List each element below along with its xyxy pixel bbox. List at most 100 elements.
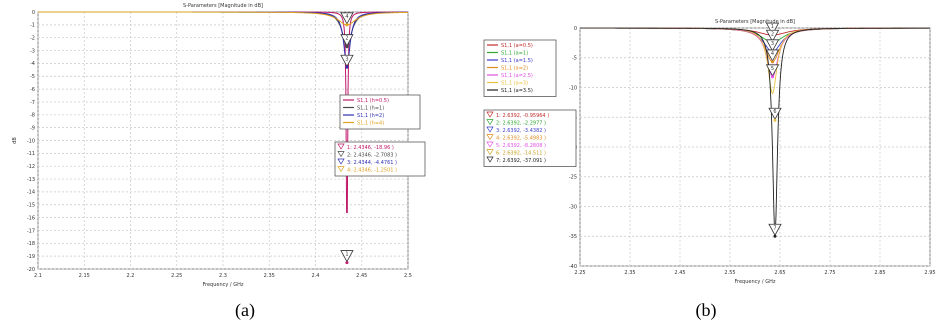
x-tick-label: 2.15 [79, 273, 90, 279]
marker-dot [773, 118, 777, 122]
marker-1: 1 [340, 250, 354, 265]
marker-triangle [340, 250, 354, 263]
marker-dot [345, 23, 349, 27]
plot-area [579, 27, 931, 267]
legend-entry: S1,1 (a=2.5) [501, 73, 533, 79]
marker-2: 2 [340, 34, 354, 49]
y-tick-label: -10 [569, 85, 577, 91]
y-tick-label: -40 [569, 264, 577, 270]
legend-box [339, 94, 421, 130]
legend-entry: S1,1 (h=0.5) [357, 98, 389, 104]
x-tick-label: 2.3 [219, 273, 227, 279]
marker-readout-icon [337, 143, 345, 150]
legend-entry: S1,1 (a=3.5) [501, 88, 533, 94]
y-tick-label: -2 [30, 36, 35, 42]
marker-triangle [340, 54, 354, 68]
legend-box [483, 39, 557, 97]
x-tick-label: 2.5 [404, 273, 412, 279]
marker-3: 3 [340, 54, 354, 69]
legend-entry: S1,1 (a=3) [501, 80, 528, 86]
y-tick-label: -30 [569, 204, 577, 210]
marker-label: 1 [771, 24, 774, 30]
marker-readout-box [334, 141, 426, 177]
marker-dot [345, 261, 349, 265]
y-tick-label: -13 [27, 177, 35, 183]
marker-dot [771, 60, 774, 64]
y-tick-label: -1 [30, 23, 35, 29]
series-line-7 [580, 27, 930, 235]
marker-label: 4 [771, 51, 774, 57]
x-tick-label: 2.25 [171, 273, 182, 279]
marker-readout-icon [486, 134, 494, 141]
y-tick-label: -19 [27, 254, 35, 260]
marker-triangle [765, 39, 780, 52]
marker-readout-entry: 6: 2.6392, -14.511 ) [496, 150, 546, 156]
legend-entry: S1,1 (h=2) [357, 113, 384, 119]
y-tick-label: -16 [27, 215, 35, 221]
marker-readout-entry: 2: 2.6392, -2.2977 ) [496, 120, 546, 126]
y-tick-label: -10 [27, 138, 35, 144]
x-axis-label: Frequency / GHz [203, 282, 244, 288]
marker-readout-icon [486, 156, 494, 163]
marker-5: 5 [765, 64, 780, 79]
y-tick-label: -5 [30, 74, 35, 80]
marker-dot [771, 75, 774, 79]
marker-label: 3 [345, 56, 348, 62]
x-tick-label: 2.4 [312, 273, 320, 279]
x-tick-label: 2.95 [924, 270, 935, 276]
y-tick-label: -7 [30, 100, 35, 106]
marker-readout-box [483, 109, 577, 167]
chart-panel-b: S-Parameters [Magnitude in dB] 2.25 2.35 2.… [470, 0, 940, 329]
marker-label: 1 [345, 252, 348, 258]
marker-triangle [340, 12, 354, 25]
marker-readout-entry: 3: 2.4344, -4.4761 ) [347, 160, 397, 166]
y-axis-label: dB [12, 137, 18, 144]
marker-readout-entry: 2: 2.4346, -2.7083 ) [347, 152, 397, 158]
marker-readout-entry: 1: 2.6392, -0.95964 ) [496, 113, 549, 119]
x-tick-label: 2.85 [874, 270, 885, 276]
y-tick-label: -5 [572, 56, 577, 62]
marker-triangle [765, 22, 780, 35]
x-tick-label: 2.2 [127, 273, 135, 279]
y-tick-label: -15 [27, 203, 35, 209]
legend-entry: S1,1 (a=2) [501, 65, 528, 71]
caption-a: (a) [235, 300, 255, 320]
x-tick-label: 2.35 [624, 270, 635, 276]
y-tick-label: -4 [30, 61, 35, 67]
marker-triangle [768, 107, 782, 121]
marker-readout-icon [486, 111, 494, 118]
marker-label: 6 [773, 109, 776, 115]
marker-readout-entry: 4: 2.4346, -1.2501 ) [347, 167, 397, 173]
marker-7: 7 [768, 223, 782, 238]
y-tick-label: -11 [27, 151, 35, 157]
marker-dot [345, 45, 349, 49]
chart-title: S-Parameters [Magnitude in dB] [715, 19, 795, 25]
y-tick-label: 0 [32, 10, 35, 16]
marker-readout-icon [486, 126, 494, 133]
y-tick-label: 0 [574, 26, 577, 32]
y-tick-label: -20 [27, 267, 35, 273]
x-tick-label: 2.45 [674, 270, 685, 276]
marker-triangle [765, 29, 780, 43]
caption-b: (b) [695, 300, 717, 320]
y-tick-label: -3 [30, 48, 35, 54]
y-tick-label: -17 [27, 228, 35, 234]
marker-readout-icon [337, 166, 345, 173]
y-tick-label: -9 [30, 125, 35, 131]
legend-entry: S1,1 (a=0.5) [501, 43, 533, 49]
x-tick-label: 2.55 [724, 270, 735, 276]
marker-label: 3 [771, 41, 774, 47]
marker-triangle [340, 34, 354, 47]
y-tick-label: -6 [30, 87, 35, 93]
marker-readout-entry: 1: 2.4346, -18.96 ) [347, 145, 394, 151]
x-tick-label: 2.75 [824, 270, 835, 276]
marker-readout-entry: 4: 2.6392, -5.4983 ) [496, 135, 546, 141]
x-tick-label: 2.65 [774, 270, 785, 276]
marker-dot [773, 234, 777, 238]
marker-triangle [765, 64, 780, 77]
marker-label: 2 [771, 31, 774, 37]
marker-readout-entry: 3: 2.6392, -3.4382 ) [496, 128, 546, 134]
legend-entry: S1,1 (h=4) [357, 120, 384, 126]
marker-4: 4 [340, 12, 354, 27]
y-tick-label: -12 [27, 164, 35, 170]
